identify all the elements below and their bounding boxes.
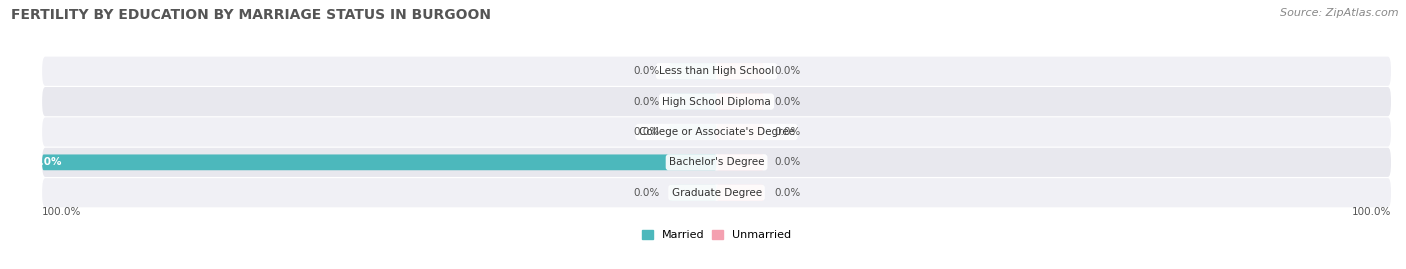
Text: 0.0%: 0.0% [633,97,659,107]
FancyBboxPatch shape [717,63,763,79]
FancyBboxPatch shape [42,57,1391,86]
Text: Bachelor's Degree: Bachelor's Degree [669,157,765,167]
Legend: Married, Unmarried: Married, Unmarried [638,225,796,245]
FancyBboxPatch shape [717,154,763,170]
FancyBboxPatch shape [717,185,763,201]
FancyBboxPatch shape [42,117,1391,147]
Text: FERTILITY BY EDUCATION BY MARRIAGE STATUS IN BURGOON: FERTILITY BY EDUCATION BY MARRIAGE STATU… [11,8,491,22]
FancyBboxPatch shape [42,148,1391,177]
FancyBboxPatch shape [42,178,1391,207]
Text: 0.0%: 0.0% [773,157,800,167]
FancyBboxPatch shape [717,94,763,109]
FancyBboxPatch shape [669,185,717,201]
FancyBboxPatch shape [717,124,763,140]
Text: 0.0%: 0.0% [633,188,659,198]
FancyBboxPatch shape [669,124,717,140]
Text: 0.0%: 0.0% [633,66,659,76]
Text: 0.0%: 0.0% [773,66,800,76]
FancyBboxPatch shape [669,63,717,79]
Text: 0.0%: 0.0% [773,127,800,137]
Text: 0.0%: 0.0% [773,97,800,107]
FancyBboxPatch shape [669,94,717,109]
Text: 100.0%: 100.0% [18,157,62,167]
Text: College or Associate's Degree: College or Associate's Degree [638,127,794,137]
FancyBboxPatch shape [42,87,1391,116]
Text: 0.0%: 0.0% [633,127,659,137]
Text: Graduate Degree: Graduate Degree [672,188,762,198]
Text: 100.0%: 100.0% [1351,207,1391,217]
Text: Less than High School: Less than High School [659,66,775,76]
Text: Source: ZipAtlas.com: Source: ZipAtlas.com [1281,8,1399,18]
FancyBboxPatch shape [42,154,717,170]
Text: High School Diploma: High School Diploma [662,97,770,107]
Text: 100.0%: 100.0% [42,207,82,217]
Text: 0.0%: 0.0% [773,188,800,198]
